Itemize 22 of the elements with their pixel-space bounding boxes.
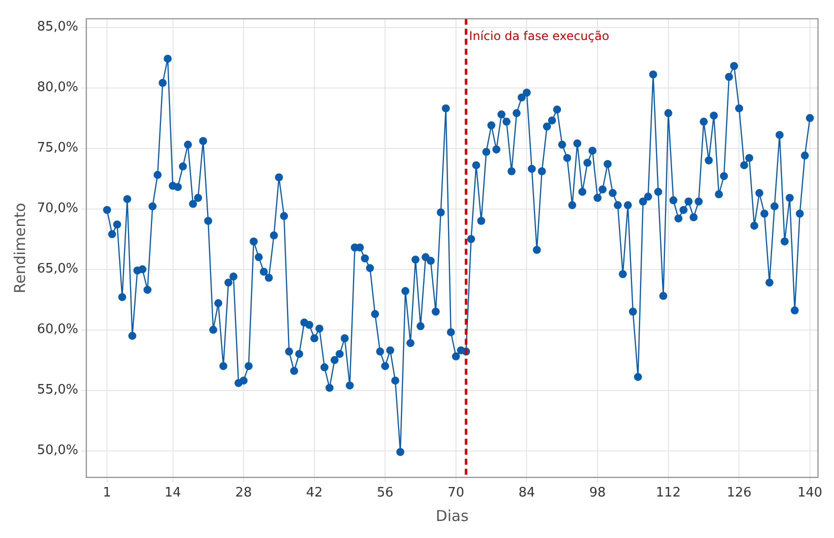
x-tick-label: 126 bbox=[726, 486, 752, 501]
y-tick-label: 80,0% bbox=[36, 80, 78, 96]
x-tick-label: 56 bbox=[376, 486, 394, 501]
x-tick-label: 112 bbox=[656, 486, 681, 501]
x-tick-label: 140 bbox=[797, 486, 822, 501]
ref-line-label: Início da fase execução bbox=[469, 28, 610, 43]
y-axis-title: Rendimento bbox=[10, 202, 29, 294]
y-tick-label: 70,0% bbox=[36, 201, 78, 216]
y-tick-label: 50,0% bbox=[36, 443, 78, 458]
y-tick-label: 85,0% bbox=[36, 20, 78, 35]
x-tick-label: 28 bbox=[235, 486, 252, 501]
y-tick-label: 55,0% bbox=[36, 382, 78, 398]
y-tick-label: 75,0% bbox=[36, 140, 78, 156]
y-tick-label: 60,0% bbox=[36, 322, 78, 338]
x-tick-label: 1 bbox=[102, 486, 112, 501]
x-tick-label: 42 bbox=[306, 486, 323, 501]
x-tick-label: 70 bbox=[448, 486, 464, 501]
x-tick-label: 14 bbox=[164, 486, 182, 501]
y-tick-label: 65,0% bbox=[36, 262, 78, 277]
x-tick-label: 98 bbox=[589, 486, 606, 501]
x-axis-title: Dias bbox=[436, 506, 469, 525]
x-tick-label: 84 bbox=[518, 486, 536, 501]
